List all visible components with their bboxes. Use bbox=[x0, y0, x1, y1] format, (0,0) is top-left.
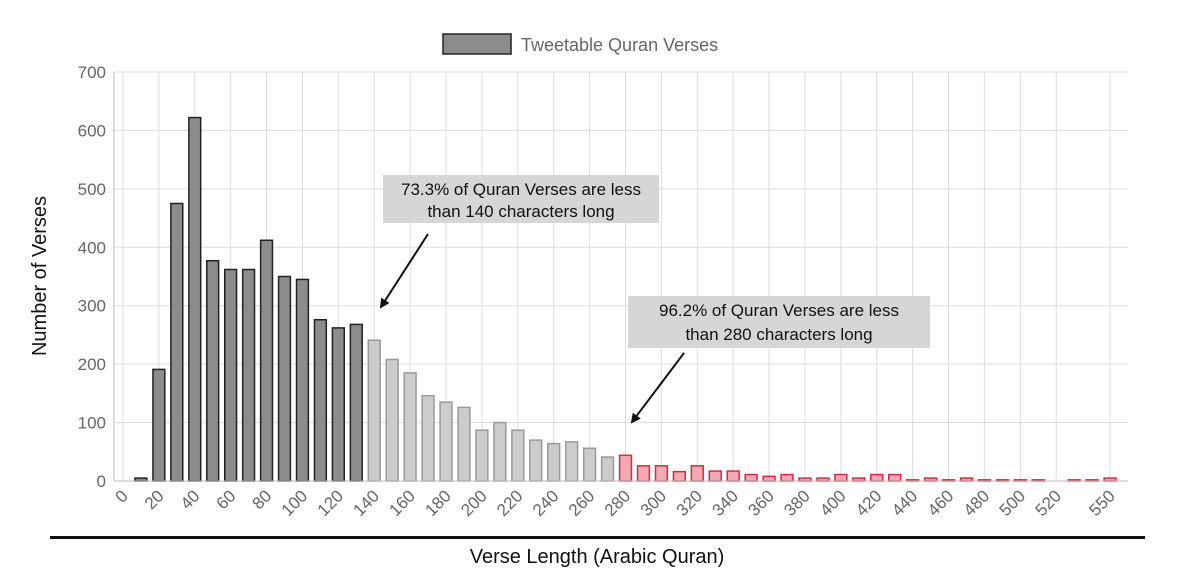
y-tick-label: 100 bbox=[78, 414, 106, 433]
bar bbox=[206, 259, 220, 482]
bar bbox=[439, 401, 453, 482]
bar bbox=[870, 473, 884, 482]
x-tick-label: 440 bbox=[888, 486, 921, 519]
bar bbox=[223, 268, 238, 482]
x-tick-label: 460 bbox=[924, 486, 957, 519]
x-tick-label: 320 bbox=[673, 486, 706, 519]
x-tick-label: 360 bbox=[744, 486, 777, 519]
legend-label: Tweetable Quran Verses bbox=[521, 35, 718, 55]
y-tick-label: 200 bbox=[78, 355, 106, 374]
bar bbox=[888, 473, 902, 482]
annotation-line: 96.2% of Quran Verses are less bbox=[659, 301, 899, 320]
x-tick-label: 300 bbox=[637, 486, 670, 519]
y-tick-label: 600 bbox=[78, 121, 106, 140]
bar bbox=[600, 456, 615, 482]
x-tick-label: 120 bbox=[314, 486, 347, 519]
annotation-line: than 140 characters long bbox=[427, 202, 614, 221]
annotation-line: than 280 characters long bbox=[685, 325, 872, 344]
bar bbox=[188, 116, 202, 482]
bar bbox=[636, 465, 651, 482]
x-axis-label: Verse Length (Arabic Quran) bbox=[470, 546, 725, 568]
y-tick-label: 500 bbox=[78, 180, 106, 199]
bar bbox=[780, 473, 794, 482]
bar bbox=[475, 429, 489, 482]
x-tick-label: 260 bbox=[565, 486, 598, 519]
x-tick-label: 160 bbox=[385, 486, 418, 519]
annotation-280: 96.2% of Quran Verses are less than 280 … bbox=[628, 296, 930, 424]
bar bbox=[367, 339, 381, 482]
bar bbox=[672, 470, 686, 482]
y-tick-label: 700 bbox=[78, 63, 106, 82]
annotations: 73.3% of Quran Verses are less than 140 … bbox=[379, 175, 930, 424]
bar bbox=[313, 318, 328, 482]
x-tick-label: 520 bbox=[1032, 486, 1065, 519]
bar bbox=[349, 323, 363, 482]
annotation-line: 73.3% of Quran Verses are less bbox=[401, 180, 641, 199]
bar bbox=[457, 406, 471, 482]
bar bbox=[690, 465, 704, 482]
bar bbox=[170, 202, 184, 482]
annotation-arrow bbox=[379, 233, 429, 309]
x-tick-label: 340 bbox=[708, 486, 741, 519]
x-tick-label: 220 bbox=[493, 486, 526, 519]
y-tick-label: 300 bbox=[78, 297, 106, 316]
bar bbox=[726, 470, 740, 482]
x-tick-label: 480 bbox=[960, 486, 993, 519]
bar bbox=[564, 441, 579, 482]
x-tick-label: 0 bbox=[112, 486, 132, 506]
bar bbox=[259, 239, 274, 482]
x-tick-label: 280 bbox=[601, 486, 634, 519]
bar bbox=[708, 470, 722, 482]
bar bbox=[547, 442, 561, 482]
legend-swatch bbox=[442, 33, 512, 55]
bar bbox=[654, 465, 669, 482]
x-axis-rule bbox=[50, 536, 1145, 539]
x-tick-label: 240 bbox=[529, 486, 562, 519]
x-tick-label: 40 bbox=[177, 486, 204, 513]
bar bbox=[529, 439, 543, 482]
bar bbox=[241, 268, 256, 482]
x-tick-label: 20 bbox=[141, 486, 168, 513]
annotation-arrow bbox=[630, 352, 685, 424]
bar bbox=[511, 429, 525, 482]
annotation-box bbox=[628, 296, 930, 348]
bar bbox=[152, 368, 166, 482]
x-tick-label: 550 bbox=[1085, 486, 1118, 519]
bar bbox=[403, 372, 417, 482]
bar bbox=[582, 447, 597, 482]
bar bbox=[762, 475, 776, 482]
x-tick-label: 400 bbox=[816, 486, 849, 519]
x-tick-label: 140 bbox=[350, 486, 383, 519]
legend: Tweetable Quran Verses bbox=[442, 33, 718, 55]
bar bbox=[834, 473, 848, 482]
x-tick-label: 420 bbox=[852, 486, 885, 519]
bar bbox=[744, 473, 758, 482]
x-tick-label: 500 bbox=[996, 486, 1029, 519]
y-axis-label: Number of Verses bbox=[29, 196, 51, 356]
bars bbox=[134, 116, 1117, 482]
annotation-140: 73.3% of Quran Verses are less than 140 … bbox=[379, 175, 659, 309]
bar bbox=[493, 421, 507, 482]
x-tick-label: 200 bbox=[457, 486, 490, 519]
annotation-box bbox=[383, 175, 659, 223]
bar bbox=[421, 394, 435, 482]
bar bbox=[331, 327, 346, 482]
y-tick-label: 0 bbox=[97, 472, 106, 491]
x-tick-label: 380 bbox=[780, 486, 813, 519]
x-tick-label: 180 bbox=[421, 486, 454, 519]
y-tick-label: 400 bbox=[78, 238, 106, 257]
x-tick-label: 80 bbox=[249, 486, 276, 513]
bar bbox=[385, 358, 399, 482]
bar bbox=[277, 275, 292, 482]
bar bbox=[618, 454, 633, 482]
x-tick-label: 100 bbox=[278, 486, 311, 519]
x-tick-label: 60 bbox=[213, 486, 240, 513]
bar bbox=[295, 278, 310, 482]
